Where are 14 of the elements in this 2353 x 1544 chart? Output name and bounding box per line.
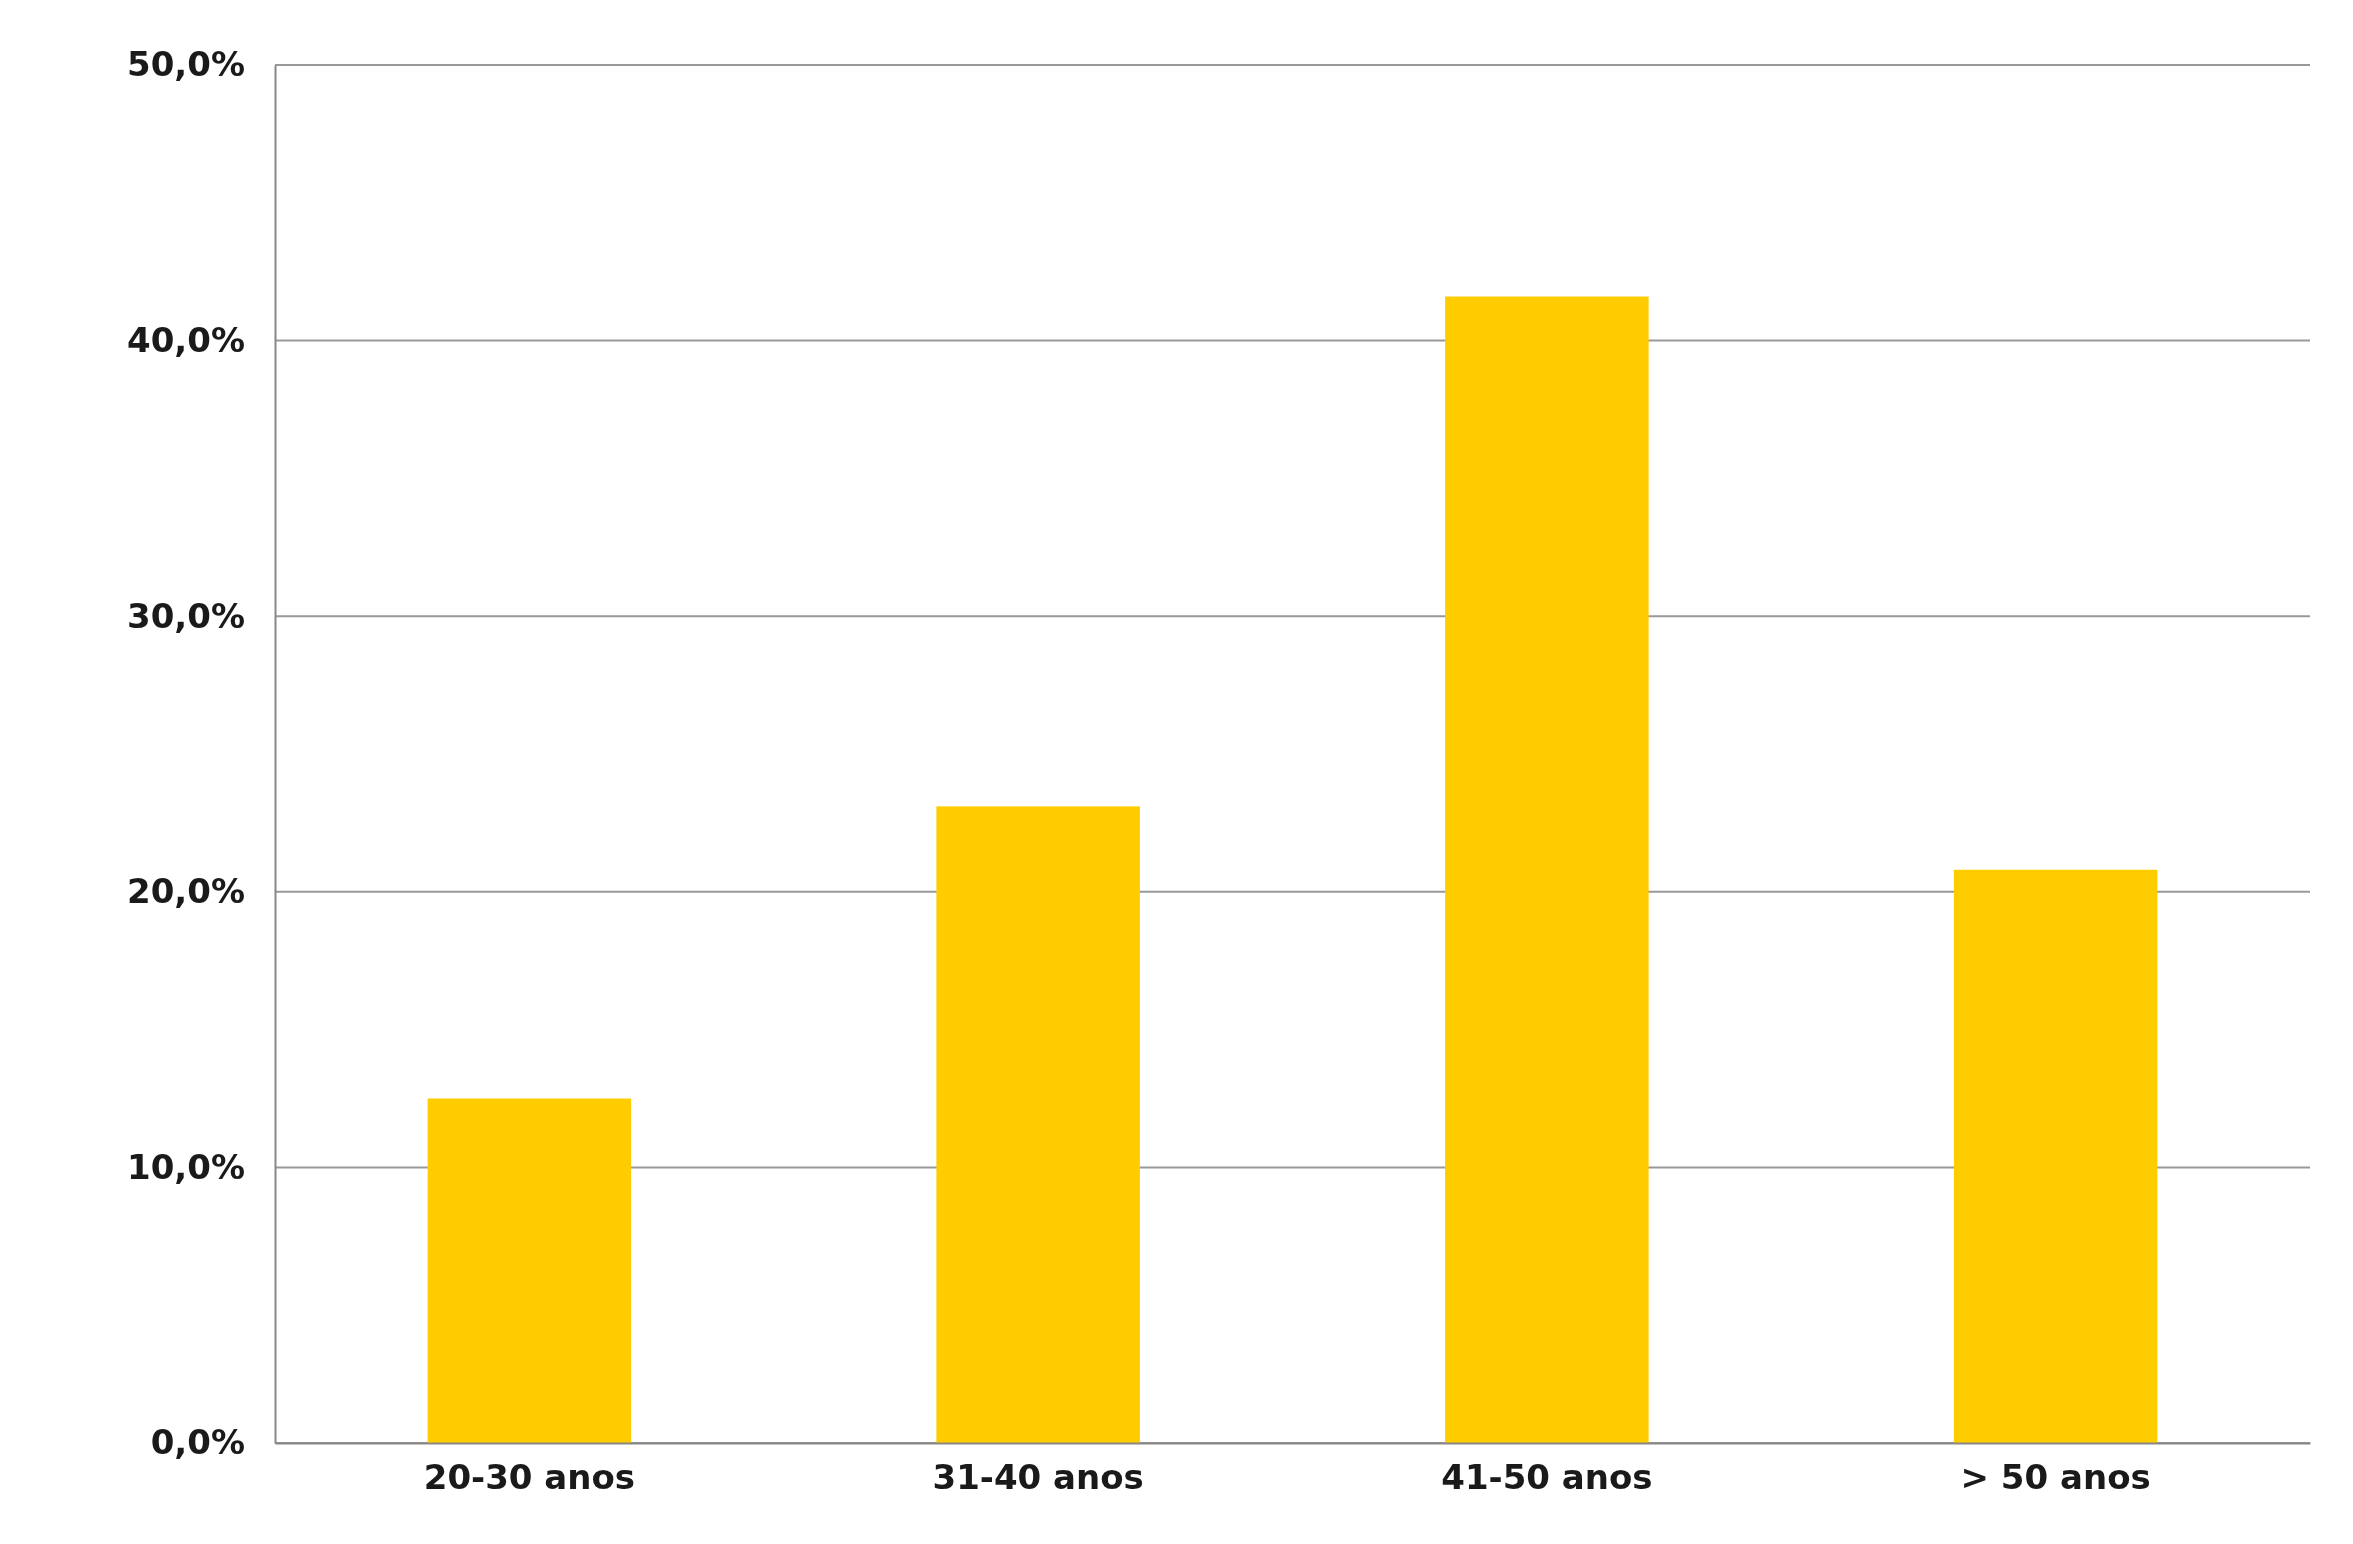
x-tick-label: 41-50 anos bbox=[1441, 1457, 1653, 1498]
y-tick-label: 30,0% bbox=[127, 595, 245, 636]
y-tick-label: 20,0% bbox=[127, 871, 245, 912]
y-tick-label: 0,0% bbox=[150, 1422, 245, 1463]
x-tick-label: 31-40 anos bbox=[932, 1457, 1144, 1498]
x-tick-label: 20-30 anos bbox=[423, 1457, 636, 1498]
bar bbox=[936, 806, 1140, 1443]
y-tick-label: 40,0% bbox=[127, 319, 245, 360]
bar bbox=[427, 1098, 632, 1443]
bar bbox=[1445, 296, 1649, 1443]
bar bbox=[1953, 869, 2158, 1443]
y-tick-label: 10,0% bbox=[127, 1146, 245, 1187]
y-tick-label: 50,0% bbox=[127, 44, 245, 85]
x-tick-label: > 50 anos bbox=[1960, 1457, 2151, 1498]
